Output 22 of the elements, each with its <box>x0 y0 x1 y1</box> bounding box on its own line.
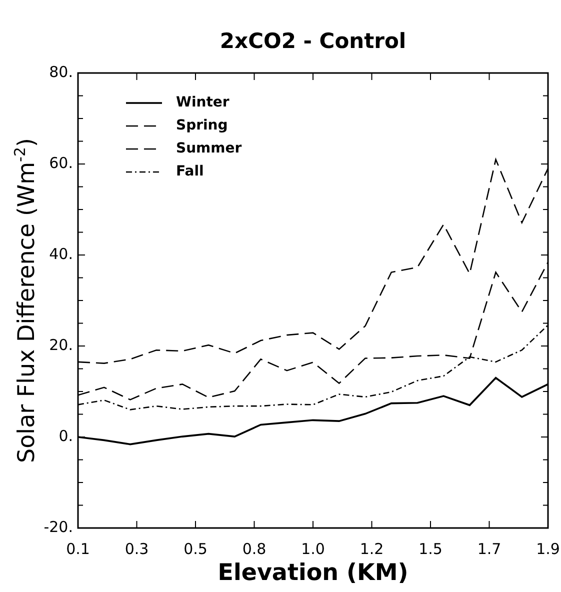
x-tick-label: 1.0 <box>301 540 325 558</box>
y-tick-label: 40. <box>49 244 73 263</box>
legend-label: Summer <box>176 140 242 157</box>
x-tick-label: 1.7 <box>477 540 502 558</box>
x-tick-label: 0.8 <box>242 540 266 558</box>
x-axis-title: Elevation (KM) <box>218 560 408 586</box>
legend-label: Winter <box>176 94 230 111</box>
x-tick-label: 0.3 <box>124 540 149 558</box>
y-tick-label: 20. <box>49 336 73 354</box>
y-tick-label: 80. <box>49 62 73 81</box>
y-tick-label: 60. <box>49 154 73 172</box>
chart-title: 2xCO2 - Control <box>220 29 406 53</box>
x-tick-label: 1.2 <box>360 540 384 558</box>
legend-label: Fall <box>176 164 204 180</box>
x-tick-label: 1.9 <box>536 540 560 558</box>
y-tick-label: 0. <box>58 426 73 445</box>
x-tick-label: 1.5 <box>418 540 442 558</box>
y-tick-label: -20. <box>44 518 73 536</box>
y-axis-title: Solar Flux Difference (Wm-2) <box>10 138 40 463</box>
x-tick-label: 0.1 <box>66 540 90 558</box>
x-tick-label: 0.5 <box>184 540 208 558</box>
legend-label: Spring <box>176 118 228 134</box>
